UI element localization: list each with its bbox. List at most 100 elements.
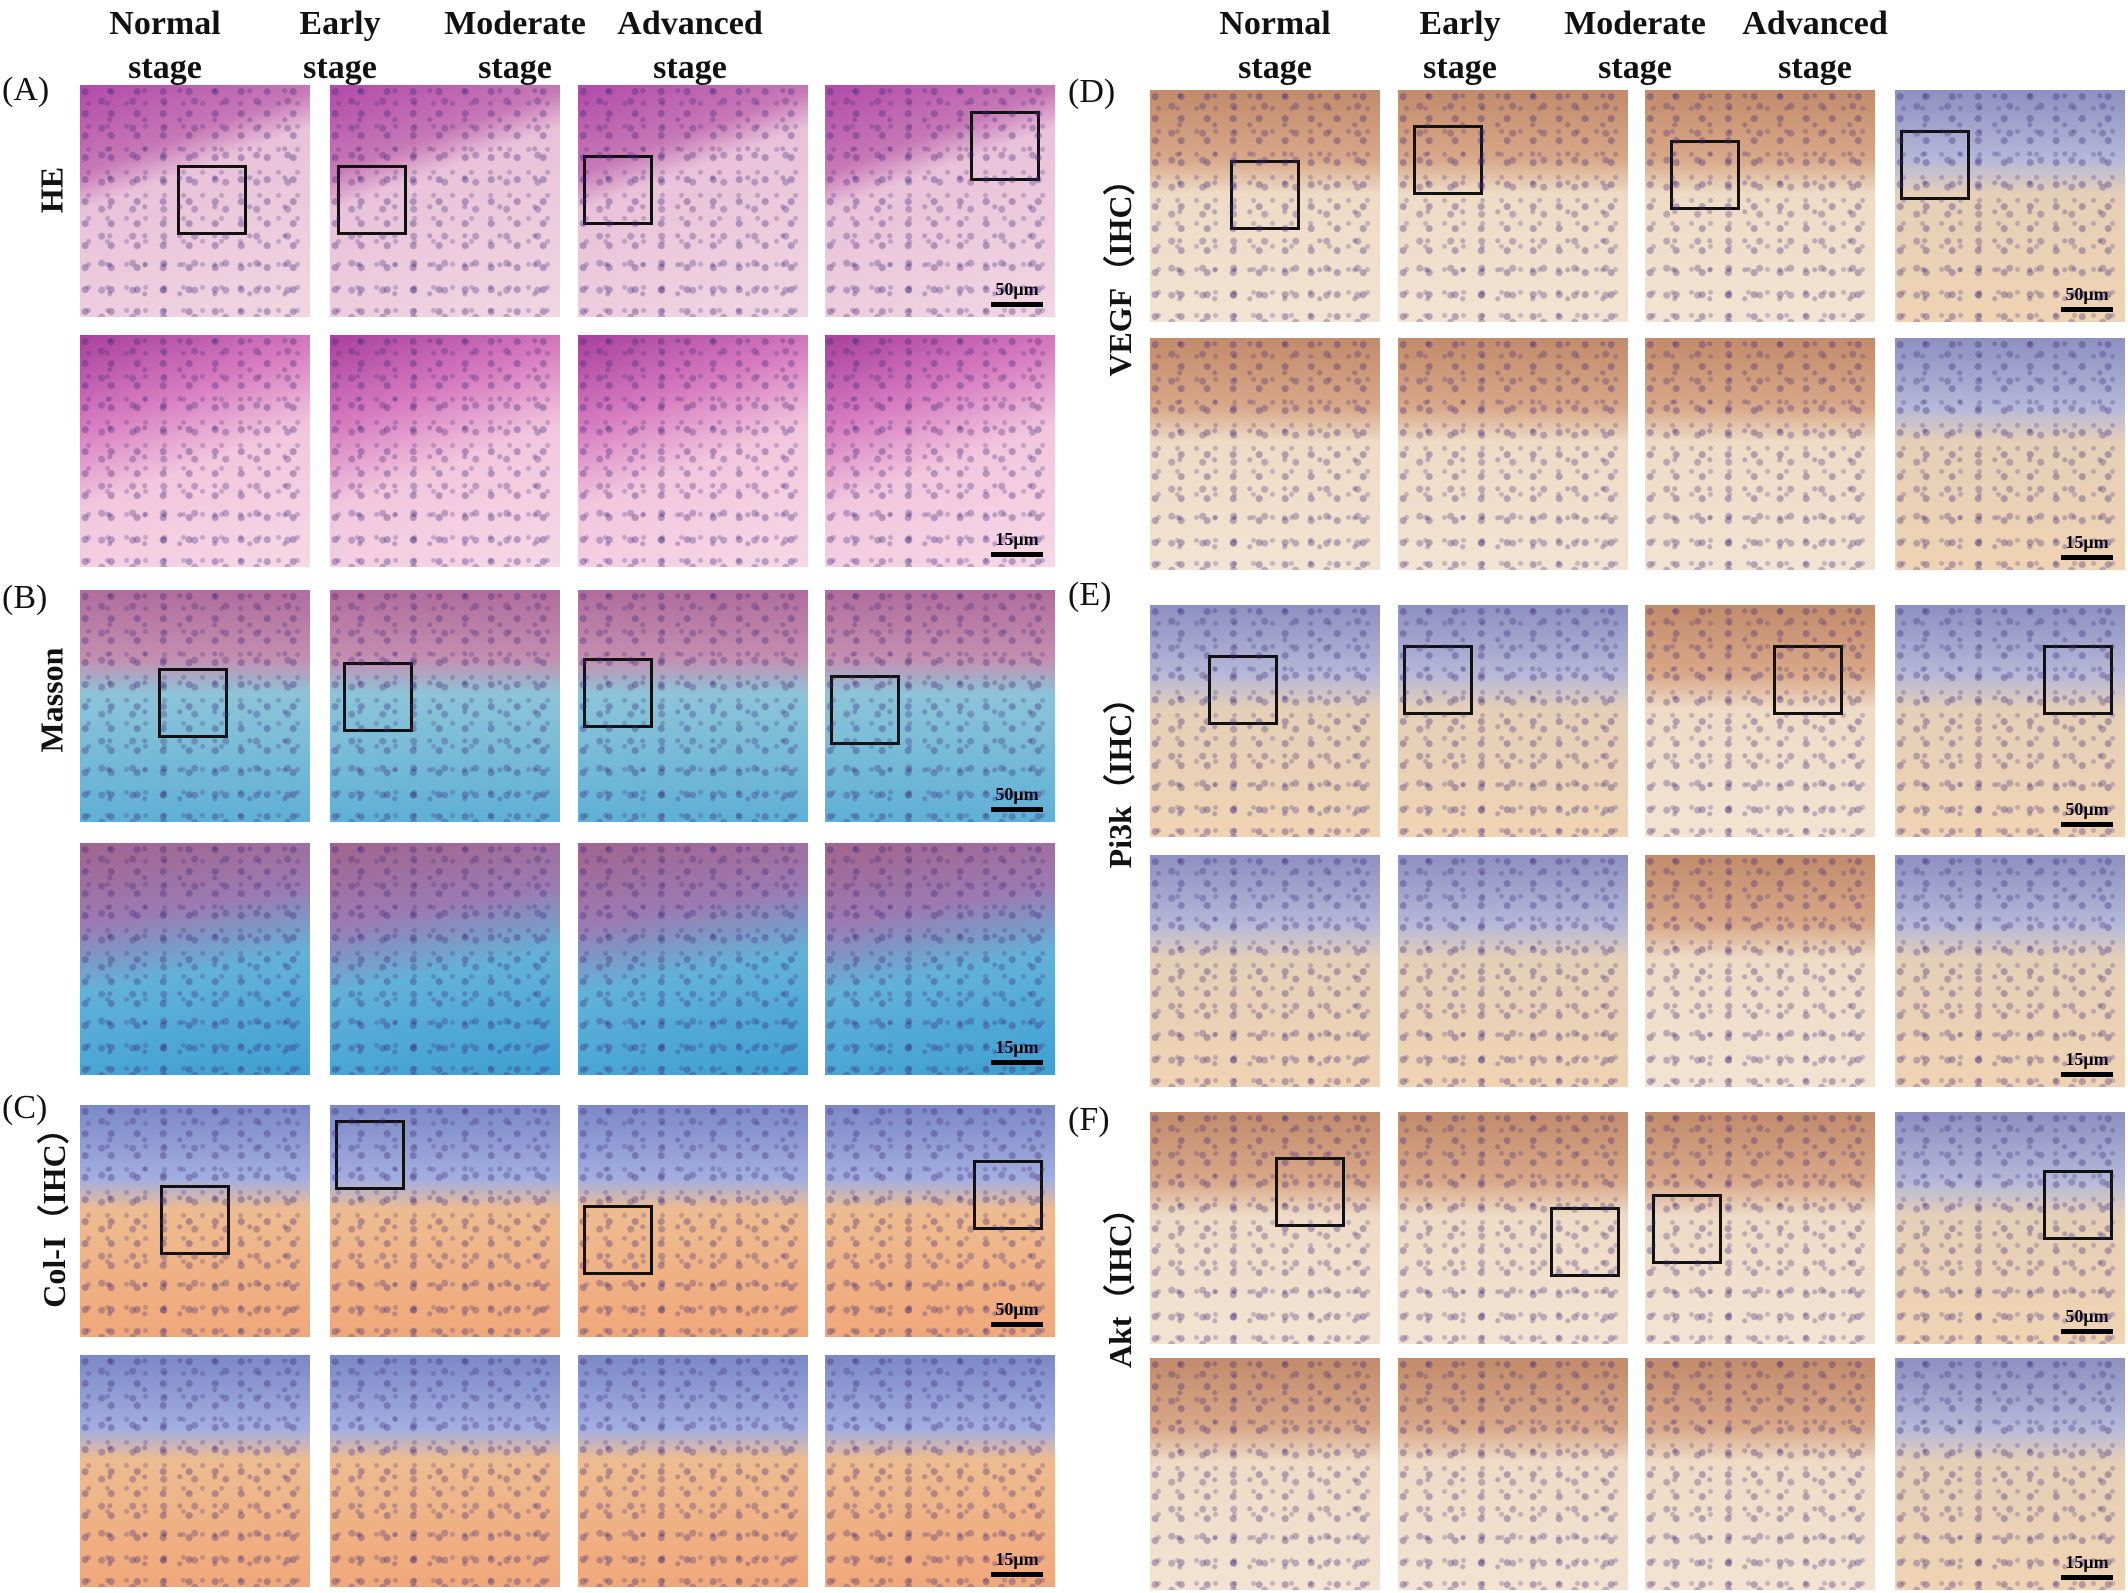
- akt-moderate-high-image: [1645, 1358, 1875, 1590]
- panel-letter-d: (D): [1068, 73, 1116, 110]
- zoom-region-box: [970, 111, 1040, 181]
- akt-moderate-low-image: [1645, 1112, 1875, 1344]
- vegf-advanced-high-image: 15μm: [1895, 338, 2125, 570]
- col1-normal-high-image: [80, 1355, 310, 1587]
- vegf-moderate-low-image: [1645, 90, 1875, 322]
- col-header-normal: Normal stage: [1219, 5, 1331, 86]
- col1-advanced-high-image: 15μm: [825, 1355, 1055, 1587]
- scale-bar: 15μm: [991, 529, 1043, 557]
- masson-advanced-low-image: 50μm: [825, 590, 1055, 822]
- scale-bar: 15μm: [991, 1037, 1043, 1065]
- zoom-region-box: [1230, 160, 1300, 230]
- scale-bar: 15μm: [2061, 1552, 2113, 1580]
- vegf-normal-high-image: [1150, 338, 1380, 570]
- pi3k-advanced-low-image: 50μm: [1895, 605, 2125, 837]
- zoom-region-box: [1413, 125, 1483, 195]
- zoom-region-box: [2043, 1170, 2113, 1240]
- col-header-moderate: Moderate stage: [444, 5, 586, 86]
- col-header-advanced: Advanced stage: [617, 5, 763, 86]
- row-label-he: HE: [33, 166, 70, 214]
- zoom-region-box: [158, 668, 228, 738]
- he-early-low-image: [330, 85, 560, 317]
- zoom-region-box: [830, 675, 900, 745]
- col-header-moderate: Moderate stage: [1564, 5, 1706, 86]
- masson-moderate-high-image: [578, 843, 808, 1075]
- zoom-region-box: [1670, 140, 1740, 210]
- masson-early-low-image: [330, 590, 560, 822]
- zoom-region-box: [1773, 645, 1843, 715]
- zoom-region-box: [1208, 655, 1278, 725]
- akt-early-high-image: [1398, 1358, 1628, 1590]
- col1-moderate-high-image: [578, 1355, 808, 1587]
- scale-bar: 50μm: [991, 784, 1043, 812]
- zoom-region-box: [583, 155, 653, 225]
- col-header-normal: Normal stage: [109, 5, 221, 86]
- zoom-region-box: [335, 1120, 405, 1190]
- scale-bar: 15μm: [2061, 1049, 2113, 1077]
- masson-advanced-high-image: 15μm: [825, 843, 1055, 1075]
- pi3k-early-low-image: [1398, 605, 1628, 837]
- he-normal-high-image: [80, 335, 310, 567]
- he-moderate-low-image: [578, 85, 808, 317]
- he-normal-low-image: [80, 85, 310, 317]
- scale-bar: 50μm: [991, 279, 1043, 307]
- vegf-advanced-low-image: 50μm: [1895, 90, 2125, 322]
- col1-early-high-image: [330, 1355, 560, 1587]
- col-header-early: Early stage: [299, 5, 381, 86]
- akt-early-low-image: [1398, 1112, 1628, 1344]
- scale-bar: 50μm: [991, 1299, 1043, 1327]
- panel-letter-e: (E): [1068, 576, 1112, 613]
- pi3k-early-high-image: [1398, 855, 1628, 1087]
- row-label-masson: Masson: [33, 647, 70, 753]
- zoom-region-box: [1403, 645, 1473, 715]
- scale-bar: 50μm: [2061, 1306, 2113, 1334]
- zoom-region-box: [160, 1185, 230, 1255]
- pi3k-normal-low-image: [1150, 605, 1380, 837]
- he-early-high-image: [330, 335, 560, 567]
- scale-bar: 50μm: [2061, 799, 2113, 827]
- vegf-early-high-image: [1398, 338, 1628, 570]
- zoom-region-box: [1550, 1207, 1620, 1277]
- akt-advanced-low-image: 50μm: [1895, 1112, 2125, 1344]
- masson-normal-high-image: [80, 843, 310, 1075]
- panel-letter-c: (C): [2, 1089, 48, 1126]
- col1-moderate-low-image: [578, 1105, 808, 1337]
- row-label-col1: Col-I（IHC）: [36, 1112, 72, 1308]
- zoom-region-box: [1900, 130, 1970, 200]
- masson-normal-low-image: [80, 590, 310, 822]
- masson-early-high-image: [330, 843, 560, 1075]
- scale-bar: 15μm: [2061, 532, 2113, 560]
- zoom-region-box: [337, 165, 407, 235]
- zoom-region-box: [973, 1160, 1043, 1230]
- panel-letter-b: (B): [2, 579, 48, 616]
- zoom-region-box: [343, 662, 413, 732]
- pi3k-moderate-high-image: [1645, 855, 1875, 1087]
- vegf-early-low-image: [1398, 90, 1628, 322]
- zoom-region-box: [177, 165, 247, 235]
- scale-bar: 50μm: [2061, 284, 2113, 312]
- masson-moderate-low-image: [578, 590, 808, 822]
- panel-letter-a: (A): [2, 71, 50, 108]
- he-advanced-high-image: 15μm: [825, 335, 1055, 567]
- vegf-moderate-high-image: [1645, 338, 1875, 570]
- zoom-region-box: [1275, 1157, 1345, 1227]
- zoom-region-box: [583, 658, 653, 728]
- pi3k-moderate-low-image: [1645, 605, 1875, 837]
- col1-advanced-low-image: 50μm: [825, 1105, 1055, 1337]
- panel-letter-f: (F): [1068, 1101, 1110, 1138]
- col1-early-low-image: [330, 1105, 560, 1337]
- zoom-region-box: [583, 1205, 653, 1275]
- col-header-early: Early stage: [1419, 5, 1501, 86]
- row-label-akt: Akt（IHC）: [1102, 1191, 1138, 1369]
- row-label-vegf: VEGF（IHC）: [1102, 163, 1138, 377]
- he-moderate-high-image: [578, 335, 808, 567]
- pi3k-advanced-high-image: 15μm: [1895, 855, 2125, 1087]
- zoom-region-box: [2043, 645, 2113, 715]
- pi3k-normal-high-image: [1150, 855, 1380, 1087]
- zoom-region-box: [1652, 1194, 1722, 1264]
- scale-bar: 15μm: [991, 1549, 1043, 1577]
- col-header-advanced: Advanced stage: [1742, 5, 1888, 86]
- akt-advanced-high-image: 15μm: [1895, 1358, 2125, 1590]
- akt-normal-high-image: [1150, 1358, 1380, 1590]
- vegf-normal-low-image: [1150, 90, 1380, 322]
